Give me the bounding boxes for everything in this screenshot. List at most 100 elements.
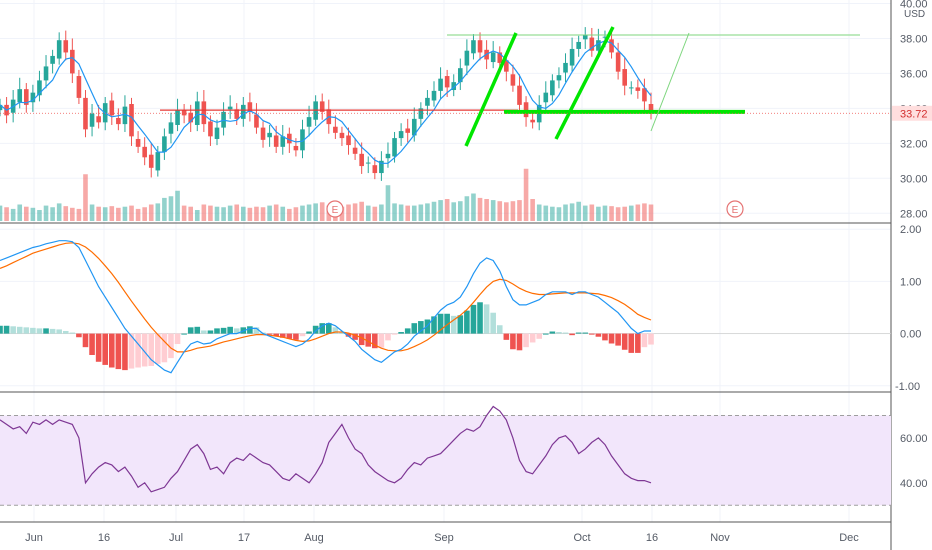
candle-body <box>556 75 562 81</box>
volume-bar <box>148 204 154 221</box>
projection-line <box>650 32 690 132</box>
time-tick-label: Dec <box>839 532 859 544</box>
macd-hist-bar <box>95 333 102 362</box>
volume-bar <box>201 204 207 221</box>
volume-bar <box>116 207 121 221</box>
volume-bar <box>379 204 384 221</box>
candle-body <box>517 85 522 105</box>
macd-hist-bar <box>227 326 233 334</box>
macd-hist-bar <box>168 333 174 359</box>
candle-body <box>392 138 397 157</box>
candle-body <box>431 90 437 101</box>
macd-hist-bar <box>556 332 562 334</box>
volume-bar <box>497 201 503 221</box>
macd-tick-label: 1.00 <box>900 276 921 288</box>
earnings-label: E <box>332 205 339 216</box>
volume-bar <box>405 205 410 221</box>
trend-flag-line-2 <box>554 26 615 140</box>
macd-hist-bar <box>76 333 82 338</box>
volume-bar <box>254 206 259 221</box>
price-tick-label: 40.00 <box>900 0 928 10</box>
macd-hist-bar <box>595 333 602 337</box>
candle-body <box>194 101 200 125</box>
earnings-marker-2[interactable]: E <box>726 200 744 218</box>
candle-body <box>510 74 516 86</box>
rsi-tick-label: 60.00 <box>900 433 928 445</box>
price-tick-label: 28.00 <box>900 208 928 220</box>
volume-bar <box>70 207 75 221</box>
macd-hist-bar <box>43 328 49 334</box>
candle-body <box>43 66 49 81</box>
volume-bar <box>471 193 476 221</box>
macd-hist-bar <box>89 333 95 355</box>
rsi-axis[interactable]: 60.00 40.00 <box>900 433 928 490</box>
volume-bar <box>142 207 147 221</box>
candle-body <box>293 145 299 151</box>
macd-hist-bar <box>457 315 464 334</box>
volume-bar <box>477 197 483 221</box>
macd-hist-bar <box>529 333 536 343</box>
macd-hist-bar <box>641 333 648 348</box>
time-tick-label: Jul <box>169 532 183 544</box>
volume-bar <box>30 207 36 221</box>
volume-bar <box>43 205 49 221</box>
volume-bar <box>609 206 614 221</box>
volume-bar <box>536 204 542 221</box>
candle-body <box>530 119 535 123</box>
candle-body <box>550 80 555 96</box>
volume-bar <box>510 201 516 221</box>
macd-axis[interactable]: 2.00 1.00 0.00 -1.00 <box>895 224 921 393</box>
volume-bar <box>504 202 509 221</box>
macd-hist-bar <box>503 333 510 340</box>
volume-bar <box>89 204 95 221</box>
macd-hist-bar <box>141 333 148 367</box>
macd-hist-bar <box>3 325 10 334</box>
volume-bar <box>622 206 627 221</box>
volume-bar <box>569 203 575 221</box>
volume-bar <box>162 197 167 221</box>
macd-hist-bar <box>161 333 168 363</box>
volume-bar <box>273 204 279 221</box>
candle-body <box>346 135 351 146</box>
volume-bar <box>175 190 180 221</box>
time-tick-label: 16 <box>98 532 110 544</box>
macd-hist-bar <box>365 333 372 347</box>
macd-hist-bar <box>549 331 556 334</box>
macd-hist-bar <box>207 330 214 334</box>
volume-bar <box>589 204 595 221</box>
candle-body <box>628 87 634 89</box>
macd-hist-bar <box>299 333 306 337</box>
candle-body <box>70 49 75 74</box>
volume-bar <box>181 205 187 221</box>
candle-body <box>142 146 147 158</box>
macd-hist-bar <box>339 332 345 334</box>
macd-hist-bar <box>306 331 312 334</box>
volume-bar <box>398 204 404 221</box>
volume-bar <box>458 201 463 221</box>
macd-hist-bar <box>404 328 411 334</box>
candle-body <box>300 129 305 151</box>
candle-body <box>411 118 417 136</box>
time-tick-label: 17 <box>238 532 250 544</box>
volume-bar <box>17 204 23 221</box>
macd-histogram <box>0 302 654 371</box>
time-tick-label: 16 <box>646 532 658 544</box>
candle-body <box>83 97 88 130</box>
macd-hist-bar <box>648 333 654 345</box>
volume-bar <box>628 205 634 221</box>
candle-body <box>24 89 29 105</box>
trend-drawings[interactable] <box>160 26 860 147</box>
volume-bar <box>260 207 266 221</box>
macd-hist-bar <box>122 333 128 371</box>
macd-hist-bar <box>378 333 385 348</box>
macd-hist-bar <box>49 328 56 334</box>
macd-hist-bar <box>431 316 437 334</box>
last-price-tag-bg <box>892 105 932 121</box>
macd-hist-bar <box>345 333 352 337</box>
time-axis[interactable]: Jun 16 Jul 17 Aug Sep Oct 16 Nov Dec <box>25 532 859 544</box>
candle-body <box>96 116 101 123</box>
macd-hist-bar <box>30 327 36 334</box>
macd-hist-bar <box>385 333 391 341</box>
earnings-marker-1[interactable]: E <box>326 200 344 218</box>
